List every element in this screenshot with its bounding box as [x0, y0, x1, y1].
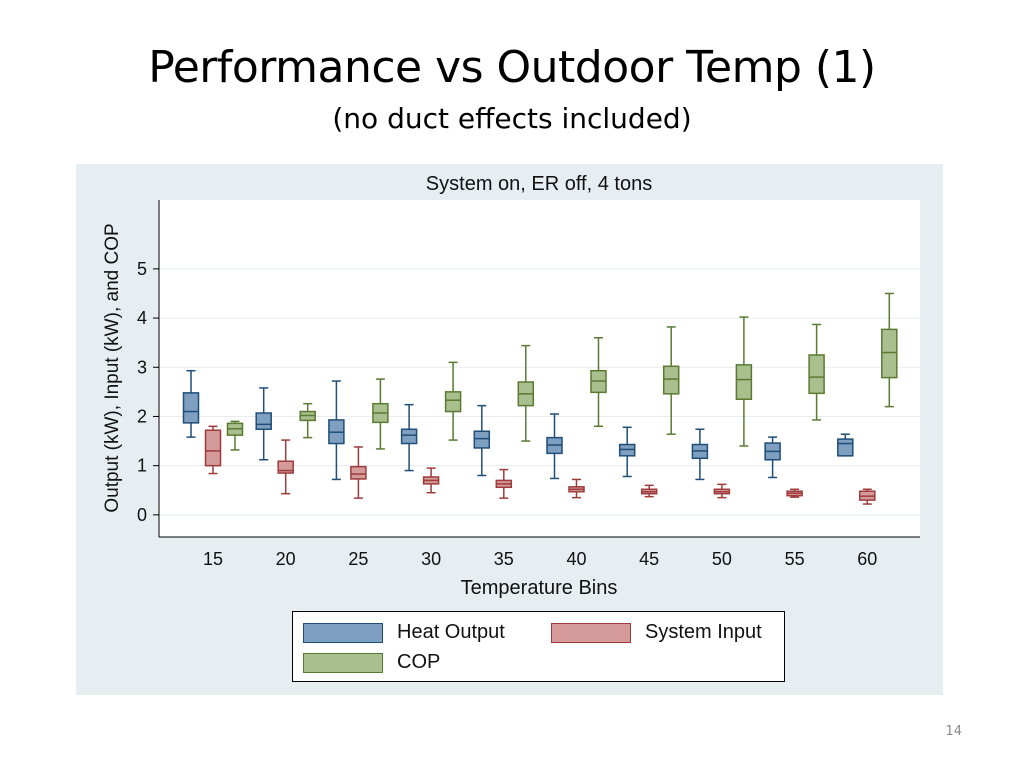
- box-heat-output: [764, 436, 781, 479]
- legend-item-cop: COP: [303, 651, 440, 674]
- box-cop: [226, 420, 244, 451]
- plot-area: [159, 200, 920, 537]
- box-system-input: [422, 467, 440, 494]
- box-body: [735, 364, 753, 400]
- box-heat-output: [546, 413, 563, 480]
- y-axis-title: Output (kW), Input (kW), and COP: [102, 223, 123, 512]
- box-cop: [299, 402, 316, 439]
- box-body: [662, 365, 680, 395]
- x-axis-title: Temperature Bins: [461, 577, 618, 599]
- y-tick-label: 1: [137, 456, 147, 476]
- x-tick-label: 45: [639, 549, 659, 569]
- box-system-input: [495, 468, 513, 499]
- box-cop: [808, 323, 825, 421]
- box-body: [881, 328, 898, 379]
- chart-legend: Heat Output System Input COP: [292, 611, 785, 682]
- box-body: [400, 428, 418, 445]
- y-tick-label: 4: [137, 308, 147, 328]
- y-tick-label: 0: [137, 505, 147, 525]
- x-tick-label: 30: [421, 549, 441, 569]
- box-heat-output: [182, 369, 200, 438]
- legend-label-cop: COP: [397, 651, 441, 673]
- x-tick-label: 50: [712, 549, 732, 569]
- x-tick-label: 25: [348, 549, 368, 569]
- box-body: [350, 465, 367, 480]
- boxes: [182, 292, 898, 505]
- box-system-input: [859, 488, 876, 505]
- y-tick-label: 3: [137, 357, 147, 377]
- x-tick-label: 20: [276, 549, 296, 569]
- box-cop: [444, 361, 462, 441]
- box-system-input: [568, 478, 585, 499]
- chart-figure: System on, ER off, 4 tons 0 1 2 3 4 5 15 20 25 30…: [76, 164, 943, 695]
- legend-swatch-heat-output: [303, 622, 383, 643]
- box-cop: [735, 316, 753, 447]
- box-cop: [517, 344, 535, 442]
- slide-subtitle: (no duct effects included): [332, 102, 692, 135]
- box-heat-output: [255, 387, 272, 461]
- box-heat-output: [473, 404, 491, 477]
- box-body: [444, 391, 462, 413]
- box-cop: [662, 326, 680, 435]
- box-heat-output: [691, 428, 709, 481]
- box-heat-output: [328, 380, 345, 481]
- box-system-input: [640, 484, 658, 498]
- page-number: 14: [945, 724, 962, 739]
- box-body: [277, 460, 294, 474]
- x-tick-label: 35: [494, 549, 514, 569]
- box-body: [204, 429, 222, 467]
- box-body: [473, 430, 491, 449]
- box-cop: [590, 337, 607, 428]
- box-cop: [881, 292, 898, 408]
- legend-label-system-input: System Input: [645, 621, 762, 643]
- x-tick-label: 40: [566, 549, 586, 569]
- y-tick-label: 5: [137, 259, 147, 279]
- legend-item-heat-output: Heat Output: [303, 621, 505, 644]
- box-body: [182, 392, 200, 424]
- x-tick-label: 55: [785, 549, 805, 569]
- grid-lines: [159, 268, 920, 516]
- y-tick-label: 2: [137, 406, 147, 426]
- box-system-input: [277, 439, 294, 495]
- box-cop: [372, 378, 389, 450]
- chart-title: System on, ER off, 4 tons: [426, 173, 652, 195]
- x-tick-label: 60: [857, 549, 877, 569]
- legend-swatch-system-input: [551, 622, 631, 643]
- box-body: [255, 412, 272, 431]
- box-system-input: [713, 483, 731, 499]
- legend-label-heat-output: Heat Output: [397, 621, 505, 643]
- x-tick-label: 15: [203, 549, 223, 569]
- legend-item-system-input: System Input: [551, 621, 762, 644]
- box-heat-output: [618, 426, 636, 478]
- box-body: [808, 354, 825, 395]
- box-system-input: [204, 425, 222, 475]
- box-system-input: [786, 488, 803, 498]
- box-system-input: [350, 446, 367, 499]
- legend-swatch-cop: [303, 652, 383, 673]
- box-heat-output: [837, 433, 854, 457]
- slide-title: Performance vs Outdoor Temp (1): [148, 42, 876, 93]
- box-body: [837, 438, 854, 457]
- box-heat-output: [400, 403, 418, 472]
